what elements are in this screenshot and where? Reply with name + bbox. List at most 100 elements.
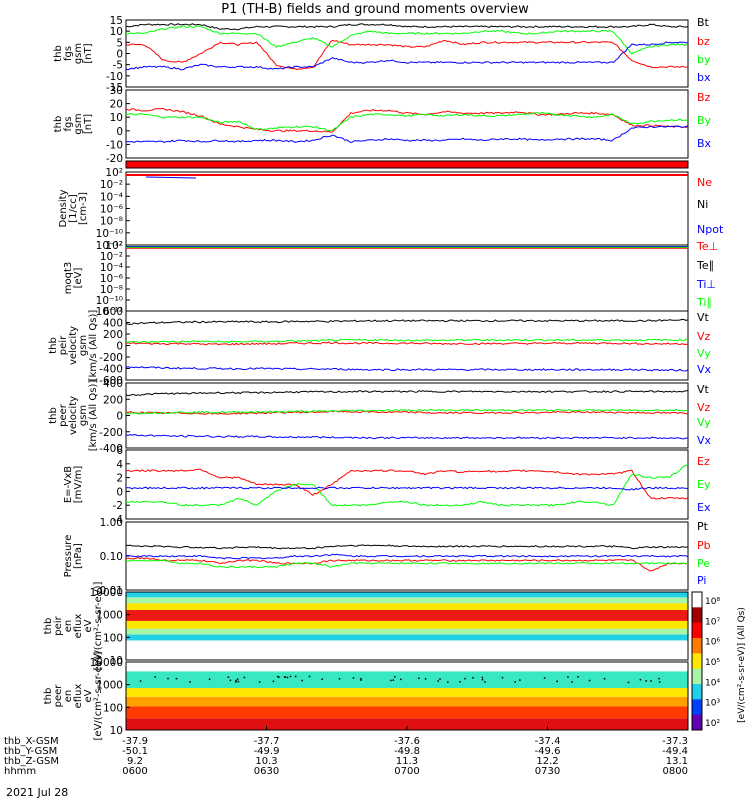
heatmap-speck <box>301 680 303 682</box>
panel-8: 1.00 0.10 0.01 Pressure [nPa] Pt Pb Pe Pi <box>63 517 711 597</box>
heatmap-speck <box>650 680 652 682</box>
y-tick-label: 10⁻⁴ <box>100 191 123 203</box>
heatmap-speck <box>472 677 474 679</box>
legend-Bx: Bx <box>697 137 712 150</box>
colorbar-tick-label: 10⁸ <box>705 597 720 607</box>
y-tick-label: 2 <box>116 473 123 485</box>
y-tick-label: -2 <box>113 500 123 512</box>
heatmap-speck <box>640 679 642 681</box>
panel-1: 151050-5-10-15thb fgs gsm [nT]Btbzbybx <box>53 15 711 94</box>
colorbar-segment <box>692 653 702 669</box>
series-line-Bz <box>126 108 688 132</box>
y-tick-label: -400 <box>99 364 123 376</box>
heatmap-speck <box>230 680 232 682</box>
colorbar-tick-label: 10⁷ <box>705 617 720 627</box>
heatmap-speck <box>464 678 466 680</box>
heatmap-band <box>126 640 688 660</box>
heatmap-speck <box>482 677 484 679</box>
heatmap-speck <box>439 678 441 680</box>
legend-Pe: Pe <box>697 557 710 570</box>
y-axis-label: [eV] <box>73 268 84 289</box>
heatmap-speck <box>235 680 237 682</box>
y-tick-label: 10 <box>110 112 123 124</box>
heatmap-speck <box>577 676 579 678</box>
y-tick-label: 400 <box>103 378 123 390</box>
legend-Vz: Vz <box>697 330 711 343</box>
colorbar-segment <box>692 715 702 731</box>
legend-Pi: Pi <box>697 574 706 587</box>
series-line-Bx <box>126 126 688 143</box>
heatmap-speck <box>309 676 311 678</box>
colorbar: 10⁸10⁷10⁶10⁵10⁴10³10²[eV/(cm²-s-sr-eV)] … <box>692 592 747 731</box>
panel-frame <box>126 172 688 245</box>
legend-By: By <box>697 114 712 127</box>
heatmap-speck <box>209 679 211 681</box>
heatmap-speck <box>287 677 289 679</box>
heatmap-speck <box>502 677 504 679</box>
series-line-Npot <box>146 177 196 178</box>
heatmap-speck <box>176 678 178 680</box>
heatmap-speck <box>556 681 558 683</box>
heatmap-speck <box>360 679 362 681</box>
heatmap-speck <box>400 679 402 681</box>
legend-bz: bz <box>697 35 710 48</box>
heatmap-speck <box>604 678 606 680</box>
x-tick-label: 0730 <box>535 766 560 777</box>
y-tick-label: 0 <box>116 341 123 353</box>
heatmap-speck <box>484 681 486 683</box>
heatmap-speck <box>278 676 280 678</box>
legend-Te∥: Te∥ <box>696 259 714 272</box>
heatmap-speck <box>567 676 569 678</box>
x-row-label: hhmm <box>4 766 36 777</box>
colorbar-segment <box>692 669 702 685</box>
panel-6: 400 200 0 -200 -400 thb peer velocity gsm [km/s (… <box>48 378 712 455</box>
y-tick-label: 600 <box>103 306 123 318</box>
y-tick-label: 10 <box>110 725 123 737</box>
y-axis-label: [mV/m] <box>73 466 84 504</box>
y-tick-label: 200 <box>103 394 123 406</box>
y-tick-label: -10 <box>106 139 123 151</box>
heatmap-band <box>126 629 688 635</box>
x-axis: thb_X-GSMthb_Y-GSMthb_Z-GSMhhmm-37.9-50.… <box>4 726 688 777</box>
y-tick-label: 1.00 <box>100 517 123 529</box>
y-axis-label: [eV/(cm²-s-sr-eV)] <box>93 651 104 740</box>
heatmap-speck <box>659 681 661 683</box>
series-line-Vz <box>126 342 688 345</box>
y-axis-label: [nT] <box>83 43 94 63</box>
heatmap-speck <box>259 681 261 683</box>
series-line-Pe <box>126 560 688 568</box>
x-tick-label: 0800 <box>663 766 688 777</box>
heatmap-speck <box>589 680 591 682</box>
heatmap-speck <box>390 680 392 682</box>
y-tick-label: 10⁻¹⁰ <box>96 228 123 240</box>
heatmap-speck <box>437 680 439 682</box>
series-line-Ez <box>126 469 688 499</box>
legend-bx: bx <box>697 71 711 84</box>
legend-Npot: Npot <box>697 223 724 236</box>
x-tick-label: 0700 <box>394 766 419 777</box>
series-line-Vx <box>126 367 688 371</box>
heatmap-speck <box>447 681 449 683</box>
heatmap-speck <box>353 677 355 679</box>
series-line-Vy <box>126 339 688 342</box>
y-tick-label: 6 <box>116 445 123 457</box>
legend-Te⊥: Te⊥ <box>696 240 718 253</box>
colorbar-segment <box>692 638 702 654</box>
legend-Ti∥: Ti∥ <box>696 296 712 309</box>
y-axis-label: [nPa] <box>73 543 84 569</box>
series-line-Vx <box>126 435 688 439</box>
y-tick-label: 10⁻² <box>100 179 123 191</box>
y-tick-label: 10² <box>105 167 123 179</box>
legend-Pt: Pt <box>697 520 709 533</box>
y-axis-label: [km/s (All Qs)] <box>88 380 99 452</box>
heatmap-band <box>126 592 688 597</box>
legend-Vz: Vz <box>697 401 711 414</box>
legend-Vx: Vx <box>697 434 712 447</box>
y-tick-label: 10⁻⁸ <box>100 216 123 228</box>
legend-Vt: Vt <box>697 311 710 324</box>
series-line-Pt <box>126 545 688 549</box>
heatmap-speck <box>418 678 420 680</box>
legend-Bt: Bt <box>697 16 710 29</box>
heatmap-speck <box>393 679 395 681</box>
